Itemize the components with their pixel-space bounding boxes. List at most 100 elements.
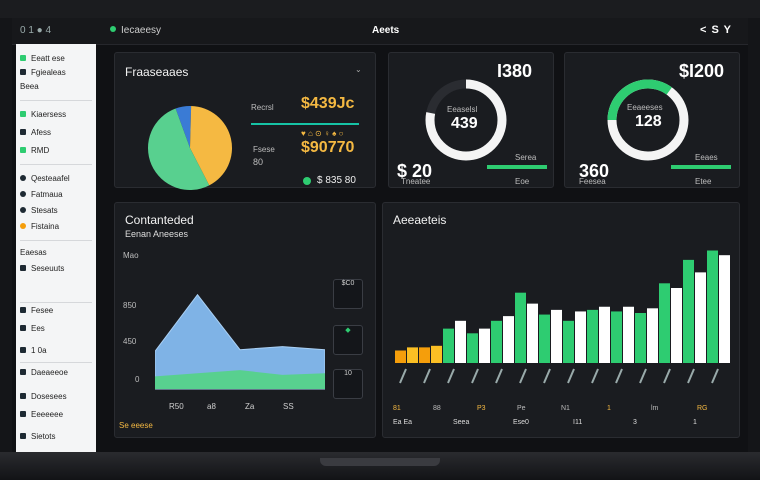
metric-b-label: Fsese <box>253 145 275 154</box>
legend-box-2[interactable]: ◆ <box>333 325 363 355</box>
gauge-1-headline: I380 <box>497 61 533 81</box>
sidebar-item-3[interactable]: Kiaersess <box>20 108 92 122</box>
sidebar-item-4[interactable]: Afess <box>20 126 92 140</box>
bar-series-2[interactable] <box>671 288 682 363</box>
sidebar-item-18[interactable]: Sietots <box>20 430 92 444</box>
gauge-1-bottom-label: Tneatee <box>401 177 431 186</box>
sidebar-item-13[interactable]: Ees <box>20 322 92 336</box>
bar-series-1[interactable] <box>395 350 406 364</box>
bar-series-1[interactable] <box>467 333 478 363</box>
sidebar-item-2[interactable]: Beea <box>20 80 92 94</box>
area-chart-card: Contanteded Eenan Aneeses Mao 850 450 0 … <box>114 202 376 438</box>
bar-footer-label: lm <box>651 405 659 412</box>
page-title: Aeets <box>372 25 400 36</box>
sidebar-item-1[interactable]: Fgiealeas <box>20 66 92 80</box>
bar-footer-label: P3 <box>477 405 486 412</box>
bar-series-1[interactable] <box>563 320 574 363</box>
card-menu-icon[interactable]: ⌄ <box>355 65 362 74</box>
sidebar-item-8[interactable]: Stesats <box>20 204 92 218</box>
sidebar-item-9[interactable]: Fistaina <box>20 220 92 234</box>
revenue-card-title: Fraaseaaes <box>125 65 189 79</box>
bar-series-2[interactable] <box>431 345 442 363</box>
bar-series-1[interactable] <box>443 328 454 363</box>
bar-series-1[interactable] <box>659 283 670 363</box>
bar-series-2[interactable] <box>551 309 562 363</box>
pie-slice-2[interactable] <box>148 108 210 190</box>
bar-series-2[interactable] <box>695 272 706 363</box>
bar-series-2[interactable] <box>647 308 658 363</box>
area-series-2 <box>155 370 325 389</box>
sidebar-item-label: Beea <box>20 82 39 91</box>
bar-series-1[interactable] <box>587 309 598 363</box>
sidebar-item-label: Daeaeeoe <box>31 368 68 377</box>
legend-box-3[interactable]: 10 <box>333 369 363 399</box>
sidebar-divider <box>20 164 92 165</box>
gauge-2-label: Eeaeeses <box>627 103 663 112</box>
bar-x-tick <box>711 368 719 384</box>
legend-box-1[interactable]: $C0 <box>333 279 363 309</box>
bar-series-1[interactable] <box>635 313 646 363</box>
bar-footer-label: N1 <box>561 405 570 412</box>
bar-series-1[interactable] <box>707 250 718 364</box>
bar-series-2[interactable] <box>479 328 490 363</box>
sidebar-item-6[interactable]: Qesteaafel <box>20 172 92 186</box>
chart-icon <box>20 111 26 117</box>
sidebar-item-5[interactable]: RMD <box>20 144 92 158</box>
sidebar: Eeatt ese Fgiealeas Beea Kiaersess Afess… <box>16 44 96 452</box>
area-tick-a: 850 <box>123 301 137 310</box>
sidebar-divider <box>20 362 92 363</box>
sidebar-item-0[interactable]: Eeatt ese <box>20 52 92 66</box>
sidebar-item-14[interactable]: 1 0a <box>20 344 92 358</box>
area-x-label: SS <box>283 402 294 411</box>
sidebar-item-10[interactable]: Eaesas <box>20 246 92 260</box>
sidebar-item-label: Kiaersess <box>31 110 67 119</box>
sidebar-item-7[interactable]: Fatmaua <box>20 188 92 202</box>
bar-series-1[interactable] <box>539 314 550 363</box>
sidebar-item-label: Eeeeeee <box>31 410 64 419</box>
bar-series-2[interactable] <box>599 306 610 363</box>
area-x-label: a8 <box>207 402 216 411</box>
area-tick-b: 450 <box>123 337 137 346</box>
sidebar-item-label: Fgiealeas <box>31 68 66 77</box>
top-bar-right-label[interactable]: < S Y <box>699 24 732 36</box>
legend-dot-icon <box>303 177 311 185</box>
bar-series-1[interactable] <box>611 311 622 363</box>
pie-slice-0[interactable] <box>175 106 192 148</box>
target-icon <box>20 191 26 197</box>
area-chart-title: Contanteded <box>125 213 194 227</box>
sidebar-item-label: Ees <box>31 324 45 333</box>
gauge-card-1: I380 Eeaselsl 439 $ 20 Tneatee Serea Eoe <box>388 52 554 188</box>
sidebar-item-16[interactable]: Dosesees <box>20 390 92 404</box>
sidebar-item-15[interactable]: Daeaeeoe <box>20 366 92 380</box>
area-x-label: Za <box>245 402 255 411</box>
bar-series-2[interactable] <box>503 316 514 363</box>
sidebar-item-12[interactable]: Fesee <box>20 304 92 318</box>
gauge-1-value: 439 <box>451 115 478 132</box>
sidebar-item-11[interactable]: Seseuuts <box>20 262 92 276</box>
bar-series-2[interactable] <box>719 255 730 363</box>
bar-x-tick <box>615 368 623 384</box>
bar-series-2[interactable] <box>575 311 586 363</box>
bar-series-1[interactable] <box>419 347 430 363</box>
breadcrumb[interactable]: Iecaeesy <box>110 25 161 36</box>
metric-a-divider <box>251 123 359 125</box>
sidebar-item-label: RMD <box>31 146 50 155</box>
folder-icon <box>20 307 26 313</box>
sidebar-item-label: Sietots <box>31 432 56 441</box>
gauge-2-mini-a: Eeaes <box>695 153 718 162</box>
pie-slice-1[interactable] <box>190 106 232 186</box>
sidebar-item-label: Qesteaafel <box>31 174 70 183</box>
file-icon <box>20 325 26 331</box>
bar-x-tick <box>687 368 695 384</box>
bar-series-2[interactable] <box>527 303 538 363</box>
bar-series-2[interactable] <box>623 306 634 363</box>
bar-footer-label: RG <box>697 405 708 412</box>
bar-series-1[interactable] <box>683 259 694 363</box>
revenue-pie-chart <box>148 106 232 190</box>
sidebar-item-17[interactable]: Eeeeeee <box>20 408 92 422</box>
bar-series-2[interactable] <box>455 320 466 363</box>
bar-series-2[interactable] <box>407 347 418 363</box>
bar-series-1[interactable] <box>515 292 526 363</box>
breadcrumb-label: Iecaeesy <box>121 25 162 36</box>
bar-series-1[interactable] <box>491 320 502 363</box>
